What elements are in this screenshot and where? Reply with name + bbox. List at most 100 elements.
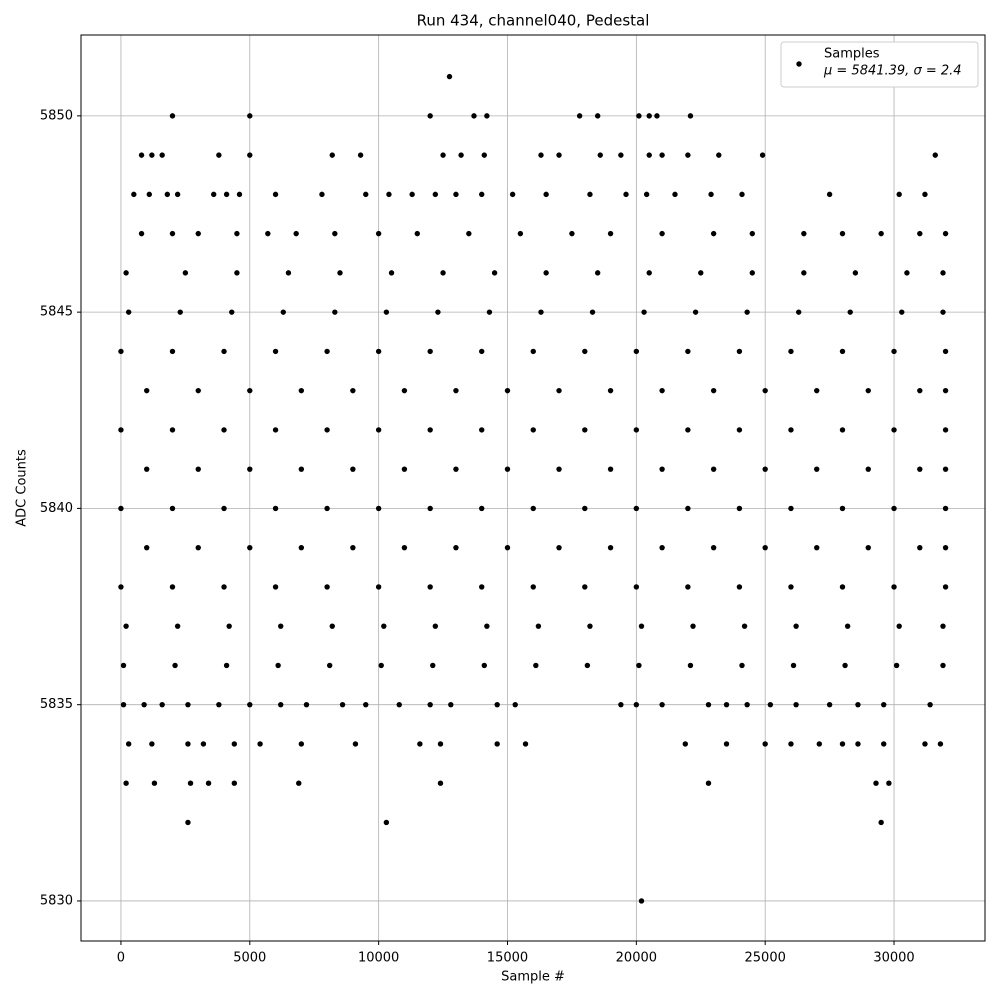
data-point [337,270,343,276]
data-point [917,230,923,237]
y-tick-label: 5830 [40,893,73,908]
data-point [174,191,181,198]
data-point [685,152,691,158]
data-point [285,270,292,276]
data-point [587,191,593,198]
data-point [247,152,253,158]
data-point [131,191,137,198]
data-point [324,584,330,590]
data-point [149,152,155,158]
data-point [432,191,439,198]
data-point [375,230,382,237]
data-point [762,741,768,747]
data-point [211,191,217,198]
data-point [795,309,802,315]
data-point [118,348,124,355]
data-point [839,741,846,747]
data-point [852,270,859,276]
data-point [169,427,176,433]
data-point [741,623,748,629]
data-point [594,270,601,276]
data-point [481,152,487,158]
data-point [826,191,833,198]
data-point [231,780,238,786]
data-point [891,348,897,355]
data-point [195,466,201,472]
data-point [814,387,820,394]
data-point [509,191,516,198]
data-point [144,544,150,551]
data-point [716,152,722,158]
data-point [942,230,949,237]
data-point [484,623,490,629]
data-point [762,466,768,472]
data-point [790,662,797,669]
data-point [257,741,263,747]
data-point [195,387,201,394]
data-point [350,466,356,472]
data-point [530,348,536,355]
data-point [891,427,897,433]
data-point [383,819,390,826]
data-point [187,780,194,786]
data-point [878,230,884,237]
data-point [744,309,750,315]
data-point [607,544,614,551]
data-point [185,701,191,708]
data-point [512,701,518,708]
data-point [942,466,949,472]
data-point [216,701,222,708]
data-point [329,623,335,629]
data-point [221,584,227,590]
data-point [159,701,165,708]
data-point [375,427,382,433]
data-point [692,309,699,315]
data-point [793,623,799,629]
data-point [584,662,591,669]
data-point [899,309,905,315]
data-point [942,584,949,590]
x-tick-label: 10000 [358,951,399,966]
data-point [749,270,755,276]
data-point [494,701,500,708]
data-point [159,152,165,158]
data-point [504,387,511,394]
data-point [582,584,588,590]
data-point [587,623,593,629]
data-point [623,191,629,198]
data-point [767,701,774,708]
data-point [522,741,529,747]
data-point [530,505,536,512]
data-point [118,505,124,512]
data-point [363,191,369,198]
data-point [247,466,253,472]
data-point [144,466,150,472]
data-point [896,623,902,629]
data-point [386,191,392,198]
data-point [685,427,691,433]
data-point [146,191,152,198]
legend-stats: μ = 5841.39, σ = 2.4 [823,64,962,79]
y-axis-label: ADC Counts [15,449,30,527]
data-point [123,623,129,629]
data-point [435,309,441,315]
data-point [826,701,833,708]
data-point [332,309,338,315]
data-point [878,819,884,826]
data-point [530,584,536,590]
data-point [205,780,212,786]
data-point [272,348,279,355]
data-point [363,701,369,708]
data-point [265,230,271,237]
data-point [582,505,588,512]
points [118,73,949,904]
data-point [118,427,124,433]
data-point [646,270,652,276]
data-point [350,387,356,394]
data-point [922,741,928,747]
data-point [749,230,755,237]
data-point [736,427,743,433]
data-point [381,623,387,629]
data-point [594,113,601,119]
